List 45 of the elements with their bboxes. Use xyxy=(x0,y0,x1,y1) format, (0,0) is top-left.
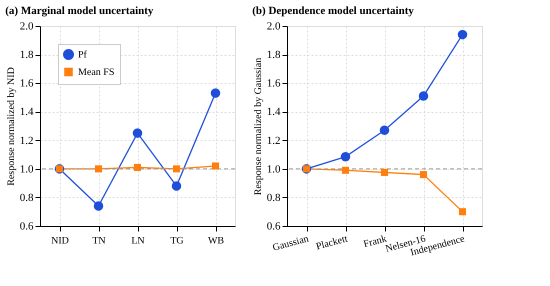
x-tick-label: WB xyxy=(208,236,224,246)
y-tick-label: 2.0 xyxy=(20,20,34,32)
point xyxy=(380,126,390,136)
x-tick-label: TG xyxy=(170,236,184,246)
point xyxy=(340,152,350,162)
x-tick-label: NID xyxy=(51,236,69,246)
x-tick-label: LN xyxy=(131,236,145,246)
y-tick-label: 1.2 xyxy=(266,134,280,147)
chart-title: (a) Marginal model uncertainty xyxy=(5,5,154,17)
point xyxy=(132,128,142,138)
point xyxy=(172,181,182,191)
point xyxy=(94,165,102,172)
point xyxy=(342,166,350,174)
y-tick-label: 0.8 xyxy=(266,192,281,204)
x-tick-label: TN xyxy=(92,236,106,246)
y-tick-label: 1.4 xyxy=(266,106,281,118)
y-tick-label: 0.6 xyxy=(266,220,281,232)
y-axis-title: Response normalized by Gaussian xyxy=(252,58,264,196)
y-tick-label: 1.8 xyxy=(266,49,281,62)
point xyxy=(418,91,428,101)
legend-label: Mean FS xyxy=(78,67,114,78)
y-tick-label: 1.2 xyxy=(20,134,34,147)
y-tick-label: 1.8 xyxy=(20,49,34,62)
point xyxy=(420,171,428,178)
y-tick-label: 0.8 xyxy=(20,192,34,204)
y-tick-label: 1.4 xyxy=(20,106,34,118)
point xyxy=(380,168,388,176)
y-axis-title: Response normalized by NID xyxy=(6,67,17,186)
point xyxy=(134,164,142,171)
x-tick-label: Gaussian xyxy=(272,234,310,254)
point xyxy=(210,88,220,98)
y-tick-label: 2.0 xyxy=(266,20,281,32)
point xyxy=(458,30,468,40)
x-tick-label: Plackett xyxy=(314,233,350,252)
point xyxy=(458,208,466,216)
point xyxy=(172,165,180,172)
y-tick-label: 1.6 xyxy=(20,78,34,90)
y-tick-label: 1.0 xyxy=(266,163,281,176)
y-tick-label: 1.0 xyxy=(20,163,34,176)
point xyxy=(94,201,104,211)
point xyxy=(212,162,220,170)
y-tick-label: 1.6 xyxy=(266,78,281,90)
legend-label: Pf xyxy=(78,50,88,60)
y-tick-label: 0.6 xyxy=(20,220,34,232)
chart-title: (b) Dependence model uncertainty xyxy=(252,5,414,17)
